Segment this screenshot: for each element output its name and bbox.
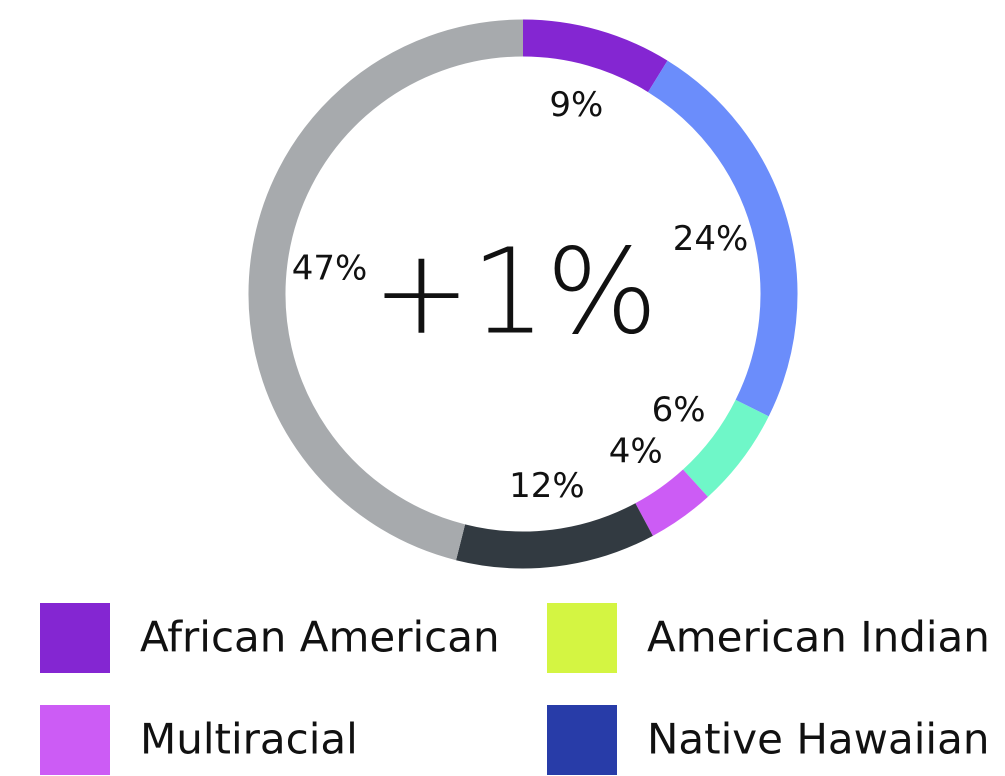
center-annotation: +1%: [372, 222, 658, 360]
legend-swatch: [547, 705, 617, 775]
donut-segment: [635, 469, 708, 536]
value-label: 4%: [609, 432, 663, 472]
legend-label: African American: [140, 613, 500, 662]
legend-swatch: [40, 603, 110, 673]
donut-segment: [248, 19, 524, 561]
legend-label: Native Hawaiian: [647, 715, 989, 764]
value-label: 24%: [673, 219, 749, 259]
donut-segment: [682, 399, 769, 497]
value-label: 12%: [509, 466, 585, 506]
donut-segment: [522, 19, 668, 93]
value-label: 47%: [292, 249, 368, 289]
legend-swatch: [40, 705, 110, 775]
legend-label: American Indian: [647, 613, 990, 662]
donut-segment: [647, 60, 798, 417]
legend-label: Multiracial: [140, 715, 358, 764]
donut-segment: [456, 503, 653, 569]
value-label: 9%: [549, 85, 603, 125]
legend-swatch: [547, 603, 617, 673]
value-label: 6%: [652, 390, 706, 430]
